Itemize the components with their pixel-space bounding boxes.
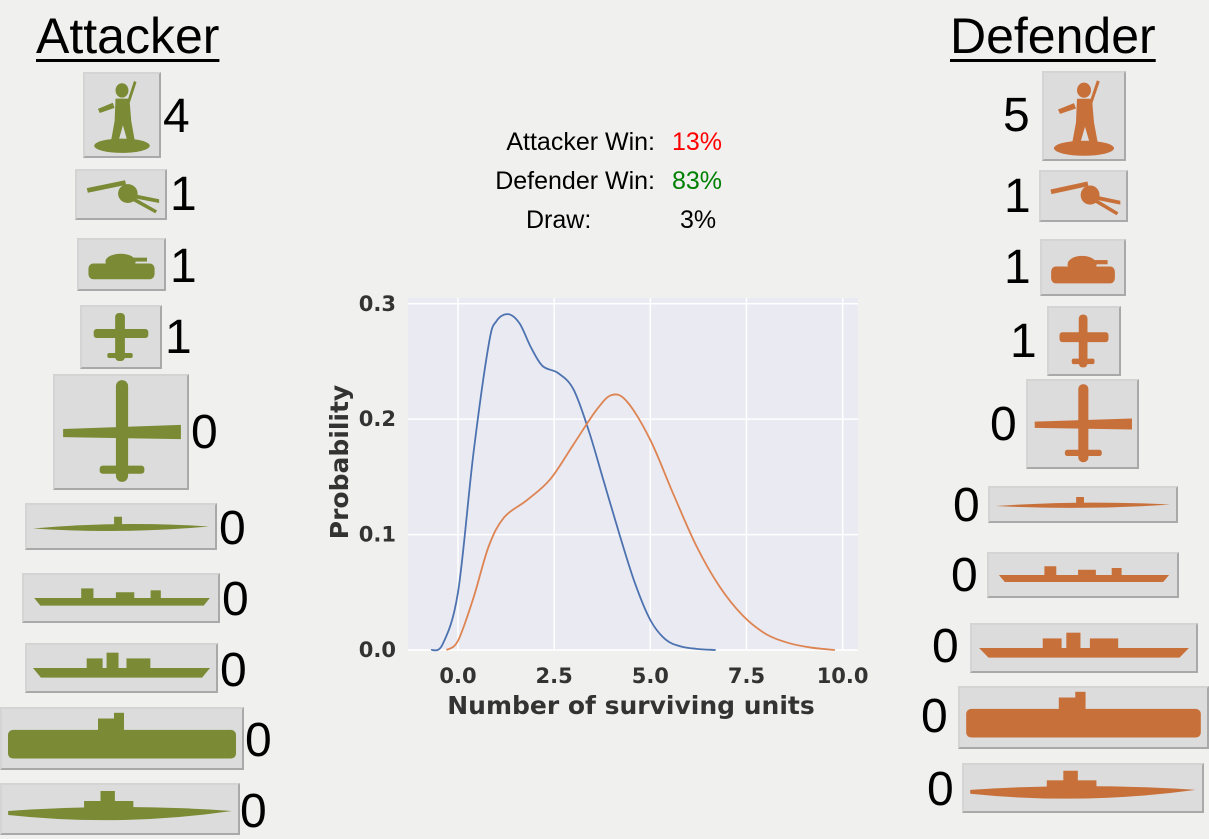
x-tick-label: 5.0	[632, 664, 669, 688]
attacker-unit-count: 0	[219, 502, 246, 555]
attacker-unit-count: 0	[222, 573, 249, 626]
defender-unit-count: 0	[990, 398, 1017, 451]
y-tick-label: 0.0	[359, 638, 396, 662]
destroyer-icon	[987, 552, 1179, 598]
defender-unit-count: 1	[1010, 315, 1037, 368]
y-tick-label: 0.2	[359, 407, 396, 431]
attacker-win-label: Attacker Win:	[506, 128, 655, 156]
cruiser-icon	[25, 643, 218, 693]
battleship-icon	[0, 783, 240, 835]
attacker-unit-count: 1	[165, 311, 192, 364]
x-tick-label: 7.5	[728, 664, 765, 688]
defender-unit-count: 1	[1004, 170, 1031, 223]
series-0-line	[430, 313, 716, 652]
submarine-icon	[25, 503, 217, 550]
defender-heading: Defender	[950, 8, 1156, 64]
artillery-icon	[1039, 170, 1128, 222]
attacker-unit-count: 1	[170, 168, 197, 221]
submarine-icon	[988, 486, 1178, 523]
defender-unit-count: 1	[1004, 241, 1031, 294]
attacker-unit-count: 0	[191, 406, 218, 459]
destroyer-icon	[22, 573, 220, 623]
infantry-icon	[83, 72, 161, 158]
tank-icon	[1040, 239, 1126, 296]
bomber-icon	[1026, 379, 1139, 469]
defender-unit-count: 0	[927, 763, 954, 816]
attacker-unit-count: 0	[245, 714, 272, 767]
survivors-chart: 0.0 2.5 5.0 7.5 10.0 0.0 0.1 0.2 0.3 Number of su…	[325, 292, 869, 720]
x-axis-label: Number of surviving units	[447, 691, 815, 720]
attacker-heading: Attacker	[36, 8, 220, 64]
x-tick-label: 2.5	[536, 664, 573, 688]
battleship-icon	[962, 763, 1204, 813]
bomber-icon	[53, 374, 189, 490]
defender-unit-count: 0	[951, 549, 978, 602]
attacker-unit-count: 1	[170, 240, 197, 293]
draw-value: 3%	[680, 206, 717, 234]
aircraft-carrier-icon	[0, 707, 244, 770]
attacker-unit-count: 0	[240, 785, 267, 838]
y-tick-label: 0.3	[359, 292, 396, 316]
series-1-line	[445, 393, 836, 651]
defender-unit-count: 0	[921, 690, 948, 743]
defender-win-label: Defender Win:	[495, 167, 655, 195]
x-tick-label: 0.0	[439, 664, 476, 688]
y-tick-label: 0.1	[359, 523, 396, 547]
attacker-win-value: 13%	[672, 128, 723, 156]
infantry-icon	[1042, 71, 1126, 161]
attacker-unit-count: 4	[163, 90, 190, 143]
draw-label: Draw:	[526, 206, 592, 234]
defender-win-value: 83%	[672, 167, 723, 195]
fighter-icon	[1047, 306, 1121, 376]
cruiser-icon	[970, 623, 1198, 673]
y-axis-label: Probability	[325, 385, 354, 539]
tank-icon	[77, 238, 166, 291]
attacker-unit-count: 0	[220, 644, 247, 697]
defender-unit-count: 5	[1003, 89, 1030, 142]
defender-unit-count: 0	[953, 479, 980, 532]
plot-area	[408, 298, 858, 650]
aircraft-carrier-icon	[958, 686, 1209, 749]
defender-unit-count: 0	[932, 620, 959, 673]
x-tick-label: 10.0	[817, 664, 869, 688]
fighter-icon	[80, 305, 162, 369]
artillery-icon	[75, 169, 167, 220]
